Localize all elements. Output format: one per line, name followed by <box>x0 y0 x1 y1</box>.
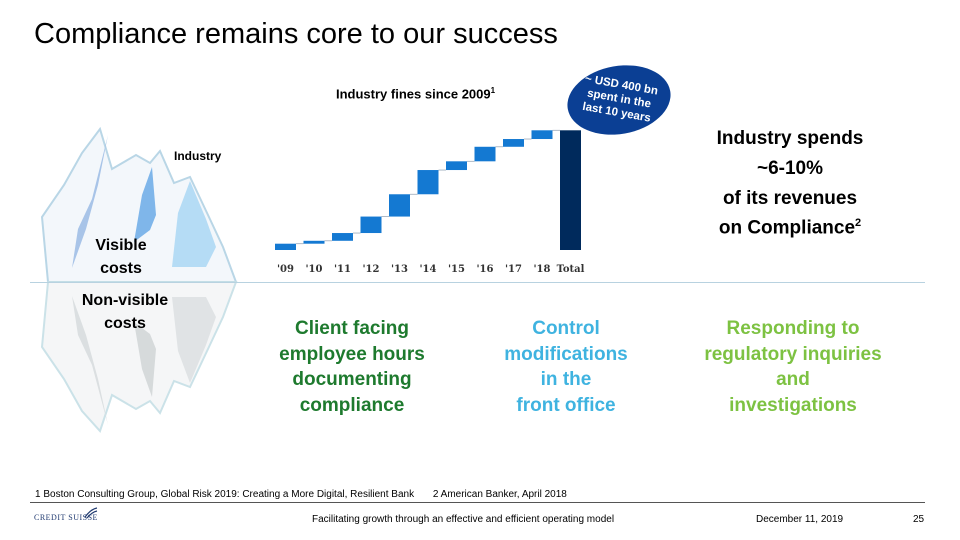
x-tick-label: '16 <box>477 264 494 275</box>
page-number: 25 <box>913 514 925 525</box>
spend-line-2: ~6-10% <box>756 158 824 179</box>
footer-caption: Facilitating growth through an effective… <box>312 514 615 525</box>
waterfall-bar-3 <box>360 216 382 234</box>
waterfall-bar-7 <box>474 146 496 162</box>
x-tick-label: '11 <box>334 264 351 275</box>
footnote-1: 1 Boston Consulting Group, Global Risk 2… <box>35 489 415 500</box>
industry-label: Industry <box>174 149 222 163</box>
waterfall-bar-6 <box>446 161 467 171</box>
x-tick-label: '14 <box>420 264 437 275</box>
x-tick-label: '13 <box>391 264 408 275</box>
credit-suisse-logo: CREDIT SUISSE <box>34 513 98 522</box>
chart-title: Industry fines since 20091 <box>336 86 496 102</box>
spend-line-1: Industry spends <box>716 128 864 149</box>
x-tick-label: '10 <box>306 264 323 275</box>
spend-badge: ~ USD 400 bn spent in the last 10 years <box>561 57 677 143</box>
footnotes: 1 Boston Consulting Group, Global Risk 2… <box>35 489 583 500</box>
spend-line-4: on Compliance2 <box>718 217 862 239</box>
waterfall-bar-9 <box>531 130 553 140</box>
visible-costs-label: Visible costs <box>95 237 147 277</box>
x-tick-label: '12 <box>363 264 380 275</box>
impact-regulatory-inquiries: Responding to regulatory inquiries and i… <box>704 318 882 416</box>
x-tick-label: '15 <box>448 264 465 275</box>
waterline-divider <box>30 282 925 283</box>
x-tick-label: Total <box>557 264 585 275</box>
impact-control-modifications: Control modifications in the front offic… <box>504 318 628 416</box>
footer-divider <box>30 502 925 503</box>
sails-logo-icon <box>84 507 98 519</box>
slide-title: Compliance remains core to our success <box>34 18 558 50</box>
footer-date: December 11, 2019 <box>756 514 844 525</box>
iceberg-illustration <box>40 126 238 433</box>
x-tick-label: '09 <box>277 264 294 275</box>
footnote-2: 2 American Banker, April 2018 <box>432 489 567 500</box>
spend-line-3: of its revenues <box>722 188 858 209</box>
waterfall-bar-2 <box>332 233 353 241</box>
waterfall-bar-0 <box>275 243 296 250</box>
impact-client-facing: Client facing employee hours documenting… <box>279 318 425 416</box>
x-tick-label: '17 <box>505 264 522 275</box>
waterfall-bar-1 <box>303 240 325 244</box>
waterfall-bar-8 <box>503 139 524 147</box>
iceberg-bottom <box>40 281 238 433</box>
waterfall-bar-5 <box>417 170 439 195</box>
waterfall-bar-4 <box>389 194 410 217</box>
iceberg-top <box>40 126 238 283</box>
x-tick-label: '18 <box>534 264 551 275</box>
waterfall-chart: '09 '10 '11 '12 '13 '14 '15 '16 '17 '18 Total <box>275 129 585 275</box>
waterfall-total-bar <box>560 130 581 250</box>
nonvisible-costs-label: Non-visible costs <box>81 292 169 332</box>
